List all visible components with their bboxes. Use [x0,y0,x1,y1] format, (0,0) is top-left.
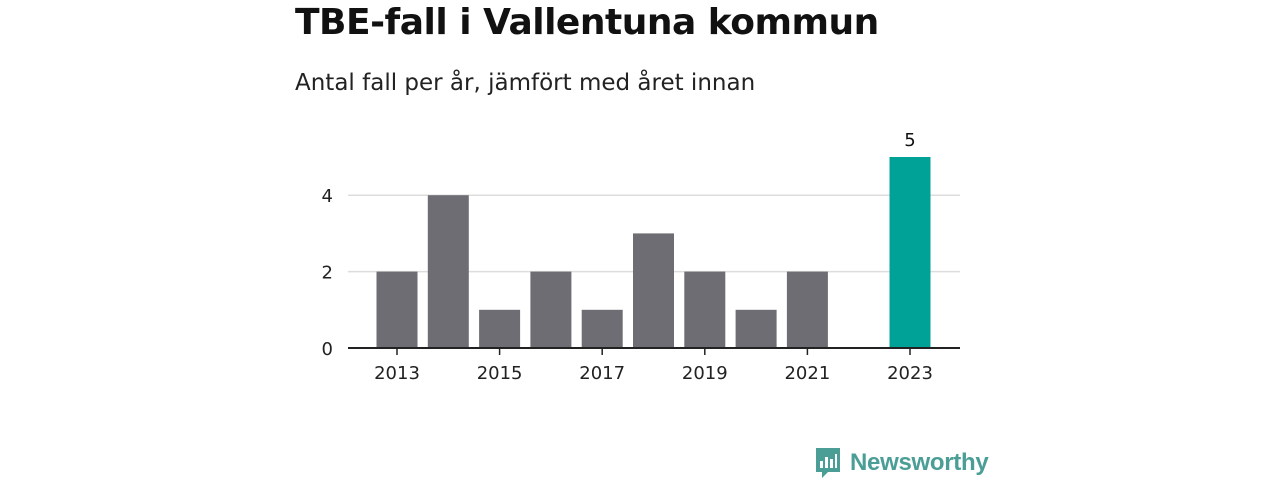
chart-subtitle: Antal fall per år, jämfört med året inna… [295,70,756,96]
bar-2021 [786,271,828,348]
x-tick-label: 2023 [887,363,933,384]
brand-logo: Newsworthy [814,446,989,480]
y-tick-label: 2 [322,263,333,284]
bar-2016 [530,271,572,348]
y-tick-label: 0 [322,339,333,360]
bar-2015 [479,309,521,348]
y-axis-ticks: 0 2 4 [322,186,333,360]
x-tick-label: 2021 [784,363,830,384]
bar-2020 [735,309,777,348]
brand-name: Newsworthy [850,449,989,476]
bar-2013 [376,271,418,348]
x-tick-label: 2013 [374,363,420,384]
bar-2018 [633,233,674,348]
bar-2014 [427,195,469,348]
x-tick-label: 2017 [579,363,625,384]
bar-2017 [581,309,623,348]
data-labels: 5 [904,130,915,151]
chart-title: TBE-fall i Vallentuna kommun [295,2,879,43]
y-tick-label: 4 [322,186,333,207]
newsworthy-logo-icon [816,448,840,478]
bar-2019 [684,271,726,348]
bar-2023 [889,157,931,348]
bars [348,157,960,349]
x-axis-ticks: 2013 2015 2017 2019 2021 2023 [374,348,933,384]
x-tick-label: 2019 [682,363,728,384]
x-tick-label: 2015 [477,363,523,384]
data-label: 5 [904,130,915,151]
